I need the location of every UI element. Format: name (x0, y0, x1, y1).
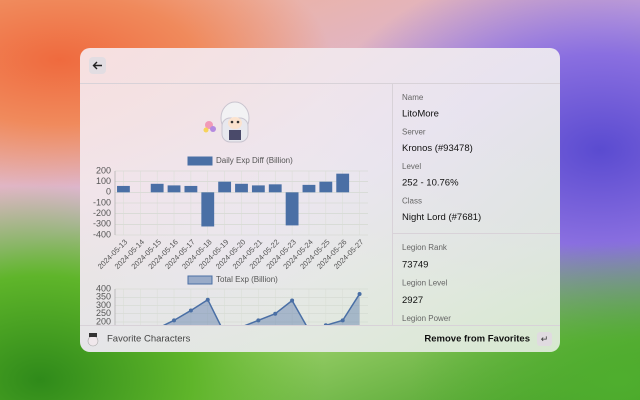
bar (235, 183, 248, 193)
charts: Daily Exp Diff (Billion)2001000-100-200-… (93, 156, 368, 326)
bar (117, 185, 130, 193)
field-value: LitoMore (402, 109, 439, 120)
bar (150, 183, 164, 193)
y-tick-label: 100 (96, 176, 111, 186)
point (340, 318, 345, 323)
field-label: Server (402, 128, 426, 137)
field-label: Level (402, 162, 421, 171)
point (357, 291, 362, 296)
area (164, 293, 360, 325)
bar (218, 181, 232, 193)
field-value: 252 - 10.76% (402, 178, 459, 189)
y-tick-label: -300 (93, 219, 111, 229)
legend-label: Total Exp (Billion) (216, 275, 278, 284)
y-tick-label: -400 (93, 229, 111, 239)
bar (201, 192, 215, 227)
legend-swatch (187, 275, 213, 285)
field-label: Legion Power (402, 314, 451, 323)
point (256, 318, 261, 323)
bar (336, 173, 350, 193)
y-tick-label: 250 (96, 308, 111, 318)
bar (184, 185, 198, 193)
point (205, 297, 210, 302)
field-value: Night Lord (#7681) (402, 212, 481, 223)
point (188, 308, 193, 313)
bar (268, 184, 282, 193)
y-tick-label: 0 (106, 187, 111, 197)
character-avatar (203, 101, 250, 143)
action-title[interactable]: Remove from Favorites (424, 334, 530, 345)
footer-icon (87, 333, 99, 347)
y-tick-label: -100 (93, 197, 111, 207)
window (80, 48, 560, 352)
bar (251, 185, 265, 193)
y-tick-label: 200 (96, 316, 111, 326)
back-icon (92, 61, 102, 70)
legend-label: Daily Exp Diff (Billion) (216, 156, 293, 165)
field-label: Class (402, 197, 422, 206)
y-tick-label: -200 (93, 208, 111, 218)
point (241, 324, 242, 325)
bar (302, 184, 316, 193)
point (172, 318, 177, 323)
y-tick-label: 300 (96, 300, 111, 310)
footer-title: Favorite Characters (107, 334, 191, 345)
field-label: Legion Level (402, 279, 448, 288)
field-value: 2927 (402, 295, 423, 306)
field-value: 73749 (402, 260, 428, 271)
point (290, 298, 295, 303)
y-tick-label: 350 (96, 292, 111, 302)
point (323, 323, 328, 325)
shortcut-label: ↵ (541, 334, 549, 344)
y-tick-label: 400 (96, 283, 111, 293)
field-label: Name (402, 93, 424, 102)
shortcut-key[interactable] (537, 332, 552, 346)
bar (167, 185, 181, 193)
point (273, 311, 278, 316)
field-label: Legion Rank (402, 243, 448, 252)
legend-swatch (187, 156, 213, 166)
bar (285, 192, 299, 226)
field-value: Kronos (#93478) (402, 143, 473, 154)
bar (319, 181, 333, 193)
y-tick-label: 200 (96, 165, 111, 175)
